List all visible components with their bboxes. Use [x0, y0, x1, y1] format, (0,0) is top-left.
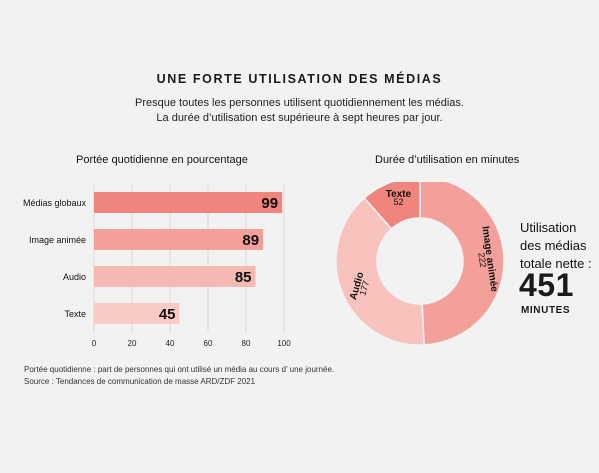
x-tick-label: 40 [166, 339, 175, 348]
footnote-source: Source : Tendances de communication de m… [24, 377, 256, 386]
bar [94, 229, 264, 250]
data-label: 85 [235, 269, 252, 286]
total-unit: MINUTES [521, 305, 571, 316]
category-label: Texte [64, 309, 86, 319]
page-title: UNE FORTE UTILISATION DES MÉDIAS [156, 72, 443, 86]
slice-label: Texte [386, 189, 412, 200]
donut-slice [363, 182, 421, 230]
data-label: 89 [242, 232, 259, 249]
donut-chart-title: Durée d’utilisation en minutes [375, 154, 520, 166]
subtitle-line-2: La durée d’utilisation est supérieure à … [156, 112, 443, 124]
donut-slice [335, 197, 425, 346]
category-label: Image animée [29, 235, 86, 245]
subtitle-line-1: Presque toutes les personnes utilisent q… [135, 97, 464, 109]
total-value: 451 [519, 267, 574, 303]
bar [94, 192, 283, 213]
footnotes: Portée quotidienne : part de personnes q… [24, 364, 334, 388]
x-tick-label: 60 [204, 339, 213, 348]
bar-chart-title: Portée quotidienne en pourcentage [76, 154, 248, 166]
total-label-line-3: totale nette : [520, 256, 592, 271]
x-tick-label: 0 [92, 339, 97, 348]
slice-value-label: 222 [476, 252, 488, 268]
bar [94, 266, 256, 287]
x-tick-label: 100 [277, 339, 291, 348]
data-label: 99 [261, 195, 278, 212]
slice-value-label: 52 [393, 197, 403, 207]
category-label: Audio [63, 272, 86, 282]
total-label-line-1: Utilisation [520, 220, 577, 235]
slice-value-label: 177 [357, 280, 371, 297]
x-tick-label: 80 [242, 339, 251, 348]
data-label: 45 [159, 306, 176, 323]
category-label: Médias globaux [23, 198, 87, 208]
donut-slice [419, 182, 505, 346]
bar-chart: Médias globaux 99 Image animée 89 Audio 85 Tex… [23, 185, 291, 348]
total-label: Utilisation des médias totale nette : [520, 219, 599, 273]
total-label-line-2: des médias [520, 238, 587, 253]
page-subtitle: Presque toutes les personnes utilisent q… [0, 96, 599, 126]
footnote-definition: Portée quotidienne : part de personnes q… [24, 365, 335, 374]
x-tick-label: 20 [128, 339, 137, 348]
bar [94, 303, 180, 324]
